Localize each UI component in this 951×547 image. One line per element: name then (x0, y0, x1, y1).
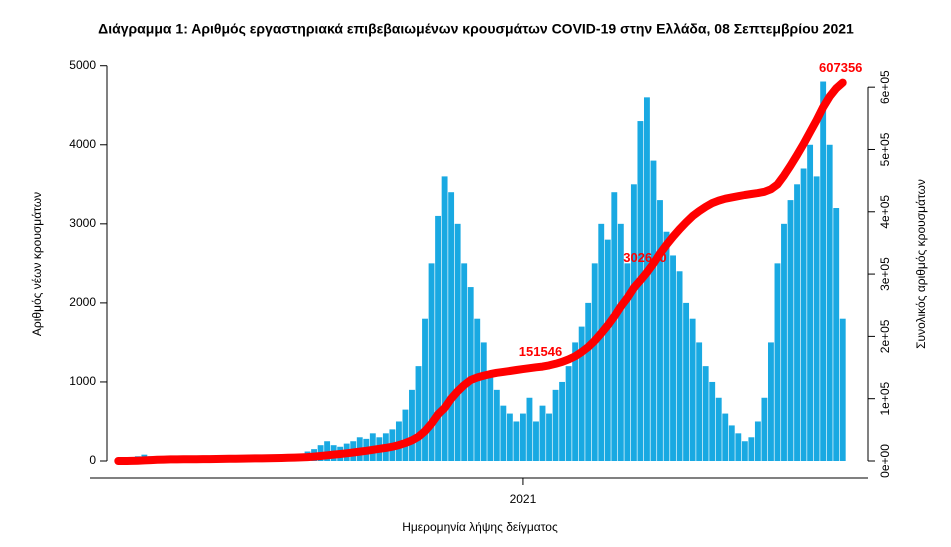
bar (657, 200, 663, 461)
bar (494, 390, 500, 461)
bar (605, 240, 611, 461)
y-tick-label: 5000 (69, 58, 96, 72)
cumulative-line (118, 83, 842, 461)
bar (546, 414, 552, 461)
bar (801, 168, 807, 461)
bar (461, 263, 467, 461)
bar (435, 216, 441, 461)
y-tick-label: 4000 (69, 137, 96, 151)
bar (722, 414, 728, 461)
data-label: 302640 (623, 250, 666, 265)
x-tick-label: 2021 (510, 492, 537, 506)
bar (761, 398, 767, 461)
bar (487, 374, 493, 461)
bar (748, 437, 754, 461)
bar (651, 161, 657, 461)
bar (520, 414, 526, 461)
bar (690, 319, 696, 461)
y2-tick-label: 4e+05 (878, 195, 892, 229)
bar (827, 145, 833, 461)
bar (585, 303, 591, 461)
y-tick-label: 2000 (69, 295, 96, 309)
bar (416, 366, 422, 461)
bar (833, 208, 839, 461)
bar (709, 382, 715, 461)
y-axis-title: Αριθμός νέων κρουσμάτων (30, 192, 44, 336)
bar (729, 425, 735, 461)
bar (533, 421, 539, 461)
y2-tick-label: 1e+05 (878, 382, 892, 416)
bar (742, 441, 748, 461)
bar (611, 192, 617, 461)
bar (540, 406, 546, 461)
y-tick-label: 3000 (69, 216, 96, 230)
bar (768, 342, 774, 461)
bar (820, 82, 826, 461)
y-tick-label: 0 (89, 453, 96, 467)
bar (559, 382, 565, 461)
x-axis-title: Ημερομηνία λήψης δείγματος (402, 520, 558, 534)
bar (500, 406, 506, 461)
bar (592, 263, 598, 461)
bar (527, 398, 533, 461)
bar (696, 342, 702, 461)
y2-axis-title: Συνολικός αριθμός κρουσμάτων (914, 179, 928, 349)
bar (670, 255, 676, 461)
bar (553, 390, 559, 461)
y2-tick-label: 0e+00 (878, 444, 892, 478)
y2-tick-label: 2e+05 (878, 319, 892, 353)
bar (735, 433, 741, 461)
data-label: 607356 (819, 60, 862, 75)
bar (840, 319, 846, 461)
bar (664, 232, 670, 461)
bar (468, 287, 474, 461)
bar (814, 176, 820, 461)
bar (703, 366, 709, 461)
bar (677, 271, 683, 461)
y-tick-label: 1000 (69, 374, 96, 388)
bar (455, 224, 461, 461)
bar (422, 319, 428, 461)
bar (513, 421, 519, 461)
y2-tick-label: 6e+05 (878, 70, 892, 104)
bar (788, 200, 794, 461)
y2-tick-label: 3e+05 (878, 257, 892, 291)
bar (566, 366, 572, 461)
bar (507, 414, 513, 461)
bar (755, 421, 761, 461)
bar (442, 176, 448, 461)
bar (598, 224, 604, 461)
bar (683, 303, 689, 461)
bar (794, 184, 800, 461)
bar (448, 192, 454, 461)
bar (781, 224, 787, 461)
bar (481, 342, 487, 461)
bar (716, 398, 722, 461)
bar (409, 390, 415, 461)
bar (403, 410, 409, 461)
bar (631, 184, 637, 461)
bar (637, 121, 643, 461)
y2-tick-label: 5e+05 (878, 132, 892, 166)
bar (807, 145, 813, 461)
bar (474, 319, 480, 461)
data-label: 151546 (519, 344, 562, 359)
chart-title: Διάγραμμα 1: Αριθμός εργαστηριακά επιβεβ… (98, 21, 854, 37)
bar (775, 263, 781, 461)
